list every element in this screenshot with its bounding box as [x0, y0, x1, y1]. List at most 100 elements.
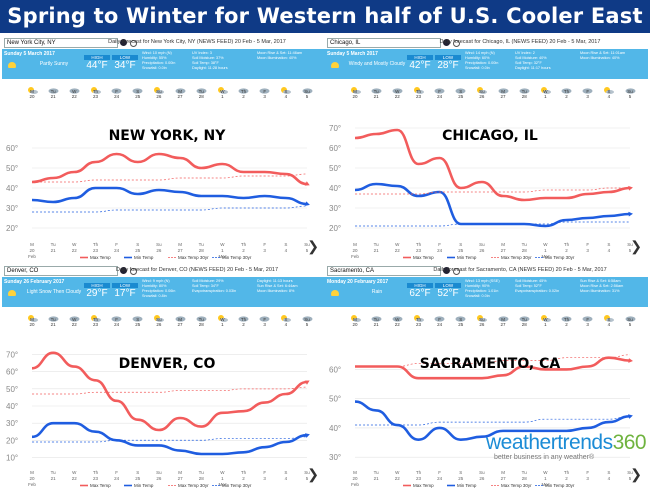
day-forecast[interactable]: Th 23 [87, 308, 104, 327]
day-forecast[interactable]: M 20 [24, 80, 41, 99]
day-forecast[interactable]: Th 23 [87, 80, 104, 99]
logo-number: 360 [612, 431, 647, 454]
day-forecast[interactable]: Su 26 [473, 80, 490, 99]
x-tick-date: 5 [629, 248, 632, 253]
x-tick-date: 2 [565, 248, 568, 253]
chevron-right-icon[interactable]: ❯ [307, 238, 319, 254]
search-icon[interactable] [443, 39, 450, 46]
date-label: 5 [305, 94, 309, 99]
day-forecast[interactable]: Tu 21 [368, 308, 385, 327]
day-forecast[interactable]: W 22 [389, 80, 406, 99]
search-icon[interactable] [120, 267, 127, 274]
day-forecast[interactable]: Tu 28 [516, 80, 533, 99]
location-search-input[interactable] [327, 266, 441, 276]
y-tick-label: 50° [329, 395, 341, 404]
day-label: F [438, 317, 441, 322]
cloud-icon [175, 81, 186, 94]
high-label: HIGH [84, 55, 110, 60]
day-forecast[interactable]: M 20 [24, 308, 41, 327]
day-forecast[interactable]: Su 5 [299, 308, 316, 327]
day-forecast[interactable]: S 25 [452, 308, 469, 327]
max-temp-line-arrow [628, 185, 633, 191]
day-forecast[interactable]: Tu 21 [45, 308, 62, 327]
search-icon[interactable] [120, 39, 127, 46]
day-forecast[interactable]: Su 26 [150, 308, 167, 327]
day-forecast[interactable]: Th 23 [410, 308, 427, 327]
weather-icon [6, 288, 18, 298]
day-forecast[interactable]: Tu 21 [368, 80, 385, 99]
x-tick-day: Th [93, 470, 99, 475]
day-forecast[interactable]: Tu 28 [193, 80, 210, 99]
day-forecast[interactable]: Su 5 [299, 80, 316, 99]
chevron-right-icon[interactable]: ❯ [630, 466, 642, 482]
day-forecast[interactable]: F 24 [108, 308, 125, 327]
day-forecast[interactable]: Tu 28 [516, 308, 533, 327]
x-tick-day: Su [156, 242, 162, 247]
low-label: LOW [435, 55, 461, 60]
date-label: 22 [71, 322, 77, 327]
condition-detail: Evapotranspiration: 0.02in [515, 289, 560, 293]
day-forecast[interactable]: S 25 [452, 80, 469, 99]
day-forecast[interactable]: F 24 [431, 80, 448, 99]
day-forecast[interactable]: Su 5 [622, 308, 639, 327]
day-forecast[interactable]: M 20 [347, 80, 364, 99]
day-forecast[interactable]: Tu 21 [45, 80, 62, 99]
condition-detail: Soil Temp: 38°F [192, 61, 219, 65]
condition-detail: Precipitation: 0.00in [465, 61, 499, 65]
location-search-input[interactable] [4, 266, 118, 276]
date-label: 24 [437, 94, 443, 99]
day-forecast[interactable]: Th 2 [235, 308, 252, 327]
x-tick-date: 1 [221, 248, 224, 253]
legend-label: Min Temp 30yr [545, 483, 575, 488]
day-forecast[interactable]: Su 26 [473, 308, 490, 327]
forecast-date: Sunday 26 February 2017 [4, 279, 65, 285]
chevron-right-icon[interactable]: ❯ [630, 238, 642, 254]
day-forecast[interactable]: W 22 [66, 308, 83, 327]
day-forecast[interactable]: Su 26 [150, 80, 167, 99]
day-forecast[interactable]: Th 2 [558, 308, 575, 327]
location-search-input[interactable] [4, 38, 118, 48]
day-label: W [72, 89, 77, 94]
location-search-input[interactable] [327, 38, 441, 48]
day-label: M [178, 317, 182, 322]
day-forecast[interactable]: M 27 [495, 80, 512, 99]
day-forecast[interactable]: M 20 [347, 308, 364, 327]
day-forecast[interactable]: M 27 [172, 80, 189, 99]
gear-icon[interactable] [453, 40, 460, 47]
day-forecast[interactable]: Th 2 [558, 80, 575, 99]
day-forecast[interactable]: Su 5 [622, 80, 639, 99]
search-icon[interactable] [443, 267, 450, 274]
date-label: 4 [284, 322, 288, 327]
cloud-icon [392, 81, 403, 94]
day-forecast[interactable]: Tu 28 [193, 308, 210, 327]
day-forecast[interactable]: S 25 [129, 80, 146, 99]
gear-icon[interactable] [130, 268, 137, 275]
day-forecast[interactable]: S 25 [129, 308, 146, 327]
gear-icon[interactable] [130, 40, 137, 47]
day-forecast[interactable]: Th 2 [235, 80, 252, 99]
date-label: 21 [50, 94, 56, 99]
day-forecast[interactable]: F 24 [108, 80, 125, 99]
chevron-right-icon[interactable]: ❯ [307, 466, 319, 482]
day-forecast[interactable]: W 22 [66, 80, 83, 99]
day-forecast[interactable]: M 27 [172, 308, 189, 327]
gear-icon[interactable] [453, 268, 460, 275]
day-forecast[interactable]: W 22 [389, 308, 406, 327]
day-forecast[interactable]: F 24 [431, 308, 448, 327]
x-tick-date: 22 [72, 476, 78, 481]
day-forecast[interactable]: Th 23 [410, 80, 427, 99]
day-forecast[interactable]: M 27 [495, 308, 512, 327]
min-temp-30yr-line [32, 205, 308, 213]
